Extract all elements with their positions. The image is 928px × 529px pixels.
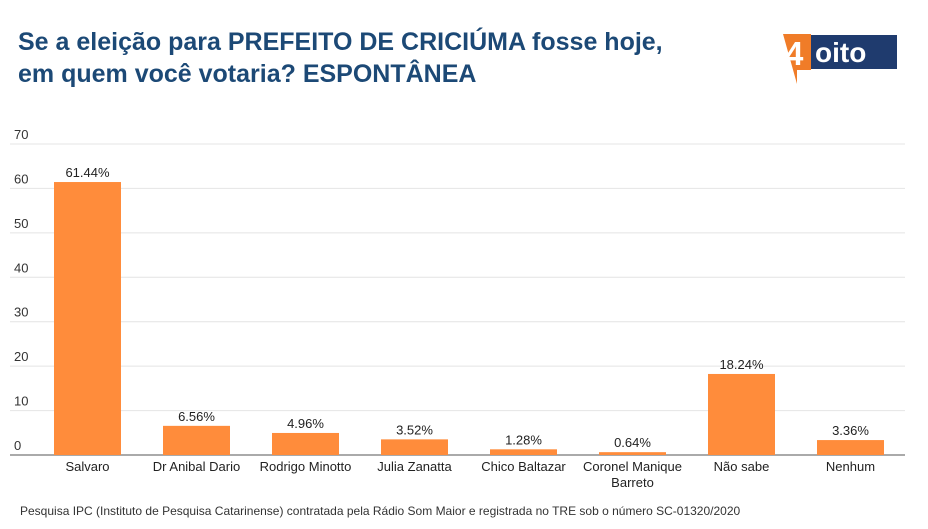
category-label: Nenhum bbox=[826, 459, 875, 474]
bars bbox=[54, 182, 884, 455]
data-label: 3.36% bbox=[832, 423, 869, 438]
data-label: 0.64% bbox=[614, 435, 651, 450]
bar bbox=[381, 439, 448, 455]
source-note: Pesquisa IPC (Instituto de Pesquisa Cata… bbox=[20, 504, 741, 518]
data-label: 4.96% bbox=[287, 416, 324, 431]
bar bbox=[817, 440, 884, 455]
category-label: Dr Anibal Dario bbox=[153, 459, 240, 474]
logo-accent bbox=[783, 34, 811, 84]
y-tick-label: 40 bbox=[14, 260, 28, 275]
logo-digit: 4 bbox=[785, 35, 804, 72]
y-tick-label: 50 bbox=[14, 216, 28, 231]
y-axis-labels: 0 10 20 30 40 50 60 70 bbox=[14, 127, 28, 453]
grid-lines bbox=[10, 143, 905, 456]
data-label: 18.24% bbox=[719, 357, 764, 372]
y-tick-label: 70 bbox=[14, 127, 28, 142]
y-tick-label: 60 bbox=[14, 171, 28, 186]
chart-title: Se a eleição para PREFEITO DE CRICIÚMA f… bbox=[18, 26, 663, 90]
data-label: 3.52% bbox=[396, 422, 433, 437]
bar bbox=[272, 432, 339, 455]
data-labels: 61.44% 6.56% 4.96% 3.52% 1.28% 0.64% 18.24% 3.3… bbox=[65, 165, 869, 450]
data-label: 61.44% bbox=[65, 165, 110, 180]
bar bbox=[708, 373, 775, 455]
category-label: Chico Baltazar bbox=[481, 459, 566, 474]
bar bbox=[490, 449, 557, 455]
chart-title-line-1: Se a eleição para PREFEITO DE CRICIÚMA f… bbox=[18, 28, 663, 56]
data-label: 6.56% bbox=[178, 409, 215, 424]
category-label: Rodrigo Minotto bbox=[260, 459, 352, 474]
chart-title-line-2: em quem você votaria? ESPONTÂNEA bbox=[18, 60, 477, 88]
category-label: Julia Zanatta bbox=[377, 459, 452, 474]
category-label: Não sabe bbox=[714, 459, 770, 474]
x-axis-labels: Salvaro Dr Anibal Dario Rodrigo Minotto Jul… bbox=[65, 459, 875, 490]
y-tick-label: 30 bbox=[14, 305, 28, 320]
category-label: Salvaro bbox=[65, 459, 109, 474]
data-label: 1.28% bbox=[505, 432, 542, 447]
bar-chart: 0 10 20 30 40 50 60 70 61.44% 6.56% 4.96% 3.52% 1.2… bbox=[10, 127, 905, 490]
brand-logo: 4 oito bbox=[783, 34, 897, 84]
category-label: Coronel Manique bbox=[583, 459, 682, 474]
logo-background bbox=[795, 35, 897, 69]
bar bbox=[54, 182, 121, 455]
logo-text: oito bbox=[815, 37, 866, 68]
bar bbox=[599, 452, 666, 455]
y-tick-label: 0 bbox=[14, 438, 21, 453]
category-label: Barreto bbox=[611, 475, 654, 490]
bar bbox=[163, 425, 230, 455]
y-tick-label: 20 bbox=[14, 349, 28, 364]
y-tick-label: 10 bbox=[14, 394, 28, 409]
